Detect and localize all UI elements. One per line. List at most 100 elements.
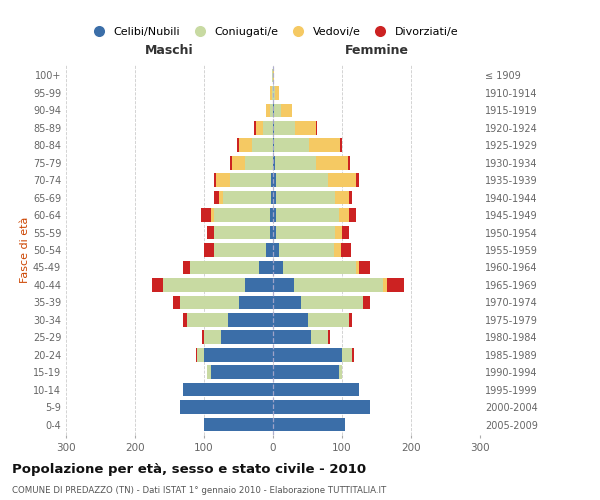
Bar bbox=[184, 383, 273, 396]
Bar bbox=[294, 278, 383, 291]
Bar bbox=[338, 208, 349, 222]
Bar bbox=[269, 104, 273, 117]
Bar bbox=[204, 243, 273, 257]
Bar bbox=[204, 418, 273, 432]
Bar bbox=[259, 260, 273, 274]
Bar bbox=[239, 296, 273, 309]
Bar bbox=[211, 366, 273, 379]
Bar bbox=[221, 330, 273, 344]
Bar bbox=[256, 121, 273, 134]
Bar bbox=[273, 191, 277, 204]
Bar bbox=[273, 260, 283, 274]
Bar bbox=[208, 366, 273, 379]
Text: Maschi: Maschi bbox=[145, 44, 194, 57]
Bar bbox=[273, 278, 294, 291]
Bar bbox=[340, 138, 342, 152]
Bar bbox=[328, 174, 356, 187]
Bar bbox=[349, 208, 356, 222]
Bar bbox=[223, 191, 273, 204]
Bar bbox=[349, 313, 352, 326]
Bar bbox=[208, 366, 273, 379]
Bar bbox=[334, 243, 341, 257]
Bar bbox=[237, 138, 273, 152]
Bar bbox=[163, 278, 273, 291]
Bar bbox=[271, 191, 273, 204]
Bar bbox=[180, 400, 273, 414]
Bar bbox=[387, 278, 404, 291]
Bar bbox=[273, 330, 311, 344]
Bar bbox=[180, 400, 273, 414]
Text: Popolazione per età, sesso e stato civile - 2010: Popolazione per età, sesso e stato civil… bbox=[12, 462, 366, 475]
Bar bbox=[349, 191, 352, 204]
Bar bbox=[163, 278, 273, 291]
Bar bbox=[316, 156, 347, 170]
Bar bbox=[273, 400, 370, 414]
Bar bbox=[362, 296, 370, 309]
Bar bbox=[211, 208, 273, 222]
Bar bbox=[152, 278, 273, 291]
Bar bbox=[273, 68, 274, 82]
Bar bbox=[270, 86, 273, 100]
Bar bbox=[281, 104, 292, 117]
Bar bbox=[341, 243, 351, 257]
Bar bbox=[219, 191, 273, 204]
Bar bbox=[216, 174, 273, 187]
Bar bbox=[278, 243, 334, 257]
Bar bbox=[338, 366, 342, 379]
Bar bbox=[308, 313, 349, 326]
Bar bbox=[239, 138, 273, 152]
Bar bbox=[342, 226, 349, 239]
Bar bbox=[335, 226, 342, 239]
Bar bbox=[273, 366, 338, 379]
Bar bbox=[208, 226, 273, 239]
Bar bbox=[187, 313, 273, 326]
Bar bbox=[184, 313, 273, 326]
Bar bbox=[204, 418, 273, 432]
Bar bbox=[214, 226, 273, 239]
Bar bbox=[263, 121, 273, 134]
Bar bbox=[245, 278, 273, 291]
Bar bbox=[274, 138, 309, 152]
Bar bbox=[214, 174, 273, 187]
Bar bbox=[277, 208, 338, 222]
Bar bbox=[200, 208, 273, 222]
Bar bbox=[347, 156, 350, 170]
Bar bbox=[272, 68, 273, 82]
Y-axis label: Fasce di età: Fasce di età bbox=[20, 217, 30, 283]
Bar bbox=[273, 174, 277, 187]
Bar bbox=[356, 260, 359, 274]
Bar bbox=[253, 138, 273, 152]
Bar bbox=[277, 191, 335, 204]
Bar bbox=[180, 400, 273, 414]
Bar bbox=[283, 260, 356, 274]
Bar bbox=[273, 243, 278, 257]
Bar bbox=[173, 296, 273, 309]
Bar bbox=[275, 86, 278, 100]
Bar bbox=[254, 121, 273, 134]
Bar bbox=[230, 156, 273, 170]
Bar bbox=[275, 156, 316, 170]
Bar bbox=[184, 383, 273, 396]
Bar bbox=[180, 296, 273, 309]
Bar bbox=[273, 226, 277, 239]
Bar bbox=[273, 313, 308, 326]
Bar bbox=[272, 68, 273, 82]
Bar bbox=[273, 418, 346, 432]
Bar bbox=[273, 383, 359, 396]
Bar bbox=[266, 104, 273, 117]
Bar bbox=[273, 121, 274, 134]
Bar bbox=[277, 174, 328, 187]
Bar bbox=[295, 121, 316, 134]
Bar bbox=[232, 156, 273, 170]
Bar bbox=[269, 208, 273, 222]
Bar bbox=[316, 121, 317, 134]
Bar bbox=[214, 208, 273, 222]
Bar bbox=[266, 243, 273, 257]
Bar bbox=[208, 366, 273, 379]
Bar bbox=[214, 243, 273, 257]
Bar bbox=[214, 243, 273, 257]
Bar bbox=[273, 104, 274, 117]
Bar bbox=[190, 260, 273, 274]
Bar bbox=[273, 348, 342, 362]
Legend: Celibi/Nubili, Coniugati/e, Vedovi/e, Divorziati/e: Celibi/Nubili, Coniugati/e, Vedovi/e, Di… bbox=[83, 22, 463, 42]
